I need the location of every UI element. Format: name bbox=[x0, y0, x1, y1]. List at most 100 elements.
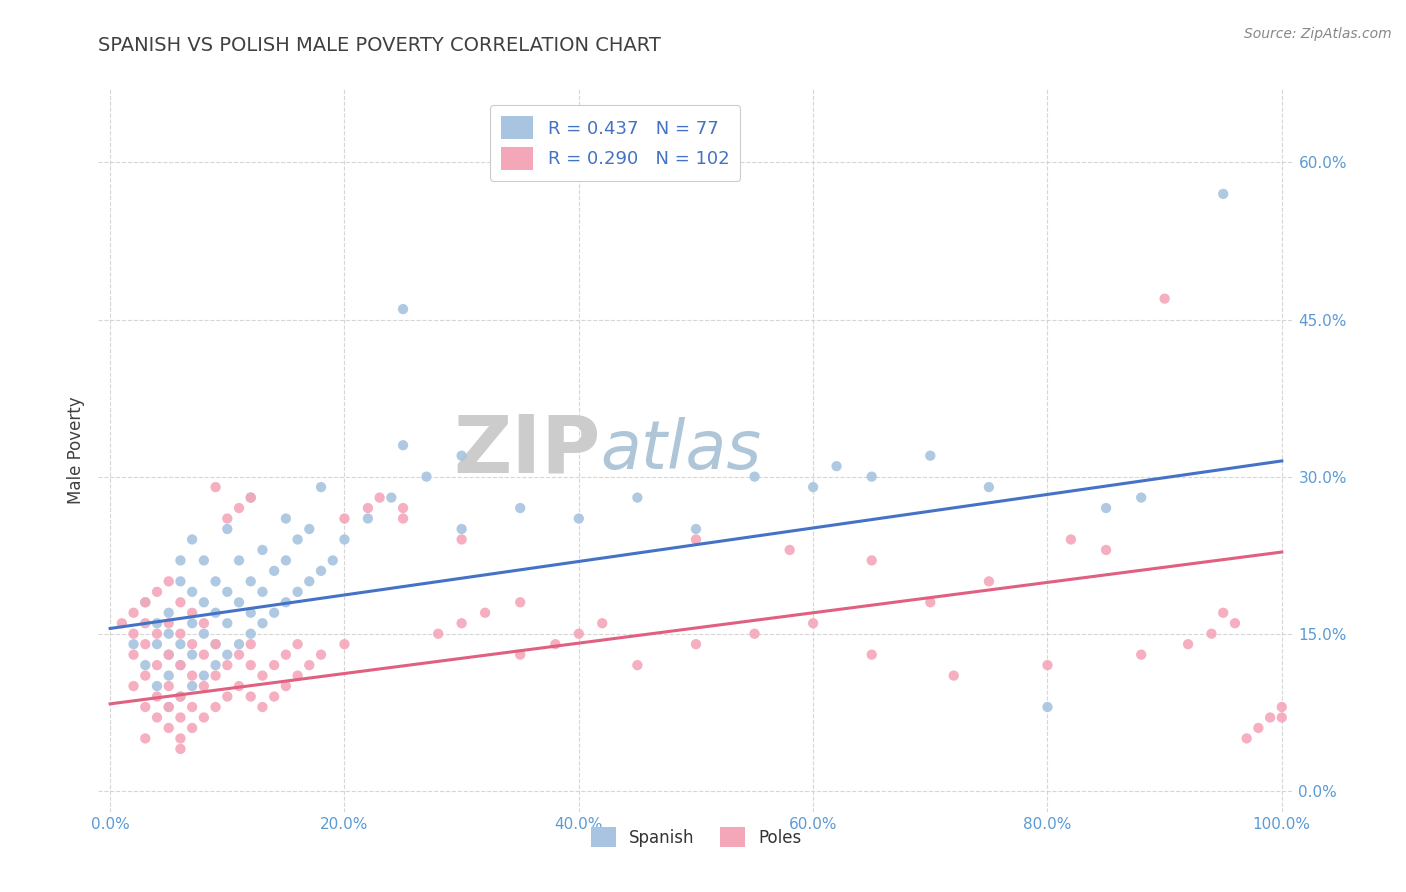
Text: Source: ZipAtlas.com: Source: ZipAtlas.com bbox=[1244, 27, 1392, 41]
Text: ZIP: ZIP bbox=[453, 411, 600, 490]
Point bbox=[146, 690, 169, 704]
Point bbox=[568, 626, 591, 640]
Point bbox=[509, 501, 531, 516]
Point bbox=[309, 564, 332, 578]
Point bbox=[239, 690, 262, 704]
Point bbox=[157, 668, 180, 682]
Point bbox=[368, 491, 391, 505]
Point bbox=[181, 606, 204, 620]
Point bbox=[169, 574, 191, 589]
Point bbox=[228, 679, 250, 693]
Point bbox=[228, 595, 250, 609]
Point bbox=[193, 553, 215, 567]
Point bbox=[450, 616, 472, 631]
Point bbox=[252, 668, 274, 682]
Point bbox=[591, 616, 613, 631]
Point bbox=[1212, 606, 1234, 620]
Point bbox=[626, 491, 648, 505]
Point bbox=[239, 491, 262, 505]
Point bbox=[274, 511, 297, 525]
Point bbox=[450, 522, 472, 536]
Point bbox=[392, 302, 415, 317]
Point bbox=[193, 668, 215, 682]
Point bbox=[239, 637, 262, 651]
Point bbox=[1236, 731, 1258, 746]
Point bbox=[228, 501, 250, 516]
Point bbox=[252, 584, 274, 599]
Point bbox=[977, 480, 1000, 494]
Text: SPANISH VS POLISH MALE POVERTY CORRELATION CHART: SPANISH VS POLISH MALE POVERTY CORRELATI… bbox=[98, 36, 661, 54]
Legend: Spanish, Poles: Spanish, Poles bbox=[583, 821, 808, 854]
Point bbox=[134, 616, 156, 631]
Point bbox=[274, 679, 297, 693]
Point bbox=[333, 637, 356, 651]
Point bbox=[860, 469, 883, 483]
Point bbox=[274, 553, 297, 567]
Point bbox=[287, 668, 309, 682]
Point bbox=[157, 700, 180, 714]
Point bbox=[1060, 533, 1083, 547]
Point bbox=[685, 533, 707, 547]
Point bbox=[169, 658, 191, 673]
Point bbox=[181, 648, 204, 662]
Point bbox=[252, 616, 274, 631]
Point bbox=[1130, 491, 1153, 505]
Point bbox=[1153, 292, 1175, 306]
Point bbox=[333, 511, 356, 525]
Point bbox=[169, 626, 191, 640]
Point bbox=[263, 658, 285, 673]
Point bbox=[239, 574, 262, 589]
Point bbox=[685, 522, 707, 536]
Point bbox=[392, 501, 415, 516]
Point bbox=[111, 616, 134, 631]
Point bbox=[134, 658, 156, 673]
Point bbox=[274, 648, 297, 662]
Point bbox=[1258, 710, 1281, 724]
Point bbox=[146, 626, 169, 640]
Point bbox=[825, 459, 848, 474]
Point bbox=[1177, 637, 1199, 651]
Point bbox=[357, 501, 380, 516]
Point bbox=[157, 648, 180, 662]
Point bbox=[1095, 543, 1118, 558]
Point bbox=[181, 668, 204, 682]
Point bbox=[228, 553, 250, 567]
Point bbox=[263, 564, 285, 578]
Point bbox=[122, 648, 145, 662]
Point bbox=[509, 595, 531, 609]
Point bbox=[122, 626, 145, 640]
Point bbox=[298, 574, 321, 589]
Point bbox=[228, 648, 250, 662]
Point bbox=[204, 668, 226, 682]
Point bbox=[181, 679, 204, 693]
Point bbox=[685, 637, 707, 651]
Point bbox=[217, 690, 239, 704]
Point bbox=[204, 637, 226, 651]
Point bbox=[157, 679, 180, 693]
Point bbox=[122, 606, 145, 620]
Point bbox=[181, 637, 204, 651]
Point bbox=[146, 679, 169, 693]
Point bbox=[204, 606, 226, 620]
Point bbox=[181, 533, 204, 547]
Point bbox=[322, 553, 344, 567]
Point bbox=[181, 721, 204, 735]
Point bbox=[252, 700, 274, 714]
Point bbox=[263, 690, 285, 704]
Point bbox=[204, 480, 226, 494]
Point bbox=[157, 648, 180, 662]
Point bbox=[193, 616, 215, 631]
Point bbox=[920, 595, 942, 609]
Point bbox=[181, 616, 204, 631]
Point bbox=[1201, 626, 1223, 640]
Point bbox=[860, 648, 883, 662]
Point bbox=[217, 658, 239, 673]
Point bbox=[193, 626, 215, 640]
Point bbox=[146, 710, 169, 724]
Point bbox=[920, 449, 942, 463]
Point bbox=[217, 616, 239, 631]
Point bbox=[239, 606, 262, 620]
Point bbox=[228, 637, 250, 651]
Point bbox=[744, 626, 766, 640]
Point bbox=[169, 690, 191, 704]
